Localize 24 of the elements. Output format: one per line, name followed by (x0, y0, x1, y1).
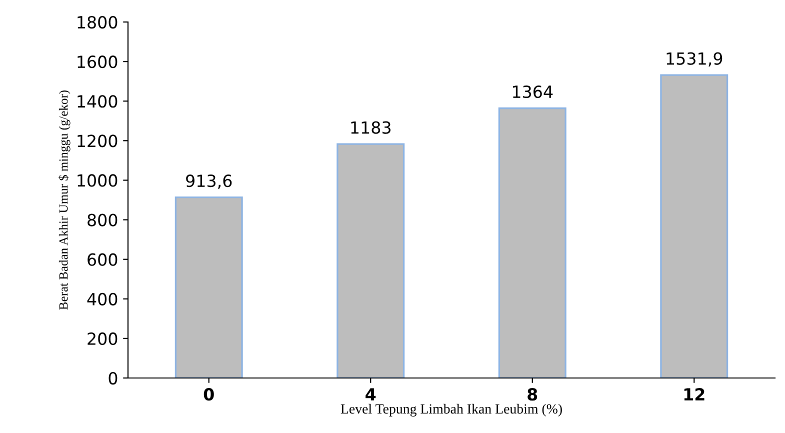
y-tick-label: 1800 (78, 16, 118, 29)
x-tick-label: 4 (366, 388, 376, 400)
y-tick-label: 800 (88, 214, 118, 226)
y-axis-title: Berat Badan Akhir Umur $ minggu (g/ekor) (58, 90, 70, 310)
bar (174, 196, 243, 378)
data-label: 1531,9 (666, 52, 722, 67)
y-tick-label: 400 (87, 292, 118, 306)
x-tick-label: 0 (204, 388, 214, 401)
x-tick-label: 12 (684, 388, 704, 400)
y-tick-label: 1400 (78, 95, 118, 108)
y-tick-label: 0 (108, 372, 118, 385)
bar (336, 143, 405, 378)
data-label: 1183 (351, 121, 390, 134)
bar (498, 107, 566, 378)
bar (660, 74, 728, 378)
x-tick-label: 8 (528, 388, 538, 401)
y-tick-label: 200 (88, 332, 118, 346)
data-label: 913,6 (186, 174, 232, 189)
data-label: 1364 (512, 85, 553, 98)
y-tick-label: 600 (88, 253, 118, 266)
x-axis-title: Level Tepung Limbah Ikan Leubim (%) (340, 404, 562, 416)
y-tick-label: 1200 (78, 134, 118, 148)
y-tick-label: 1600 (78, 56, 118, 68)
y-tick-label: 1000 (78, 174, 118, 187)
